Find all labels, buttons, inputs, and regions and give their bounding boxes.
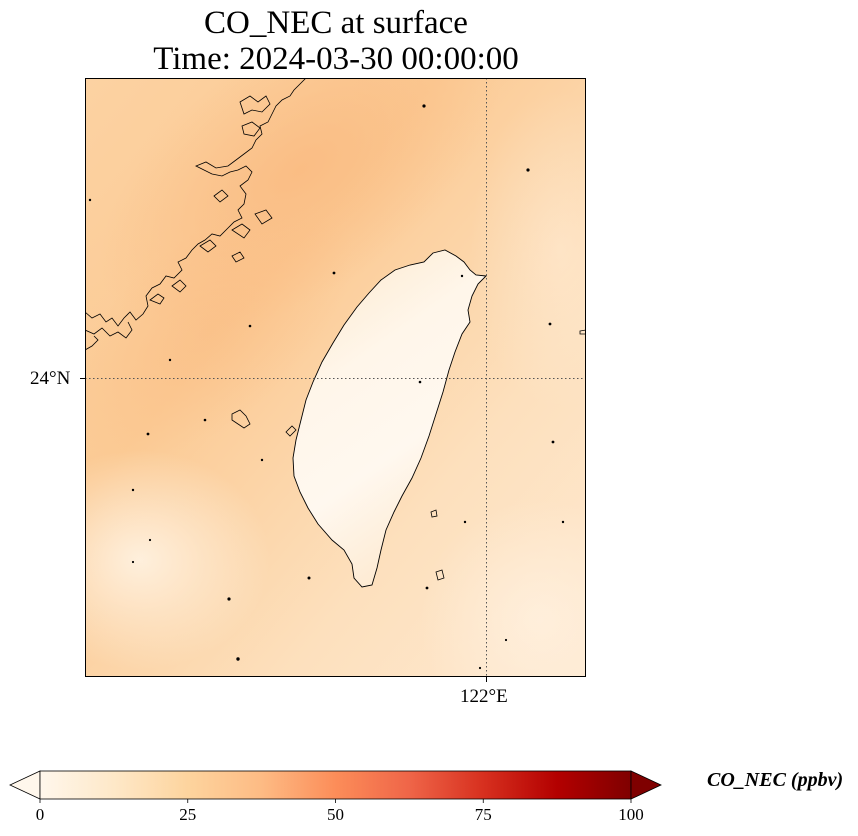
colorbar-tick-label: 75	[474, 805, 492, 824]
colorbar-label: CO_NEC (ppbv)	[707, 769, 844, 791]
mainland-coastline	[85, 78, 307, 327]
lat-axis-label: 24°N	[30, 368, 71, 389]
colorbar-tick-label: 50	[327, 805, 344, 824]
map-title: CO_NEC at surface	[204, 5, 468, 41]
colorbar-gradient	[39, 770, 632, 800]
map-frame	[85, 78, 586, 677]
colorbar-tick-label: 25	[179, 805, 197, 824]
lon-axis-label: 122°E	[460, 686, 508, 707]
colorbar-extend-min	[9, 770, 41, 800]
map-subtitle-time: Time: 2024-03-30 00:00:00	[153, 41, 519, 77]
colorbar-tick-label: 0	[35, 805, 45, 824]
penghu-islands	[231, 409, 251, 429]
concentration-field	[85, 78, 586, 677]
taiwan-island	[292, 249, 487, 588]
colorbar-tick-label: 100	[618, 805, 644, 824]
colorbar	[9, 770, 662, 803]
colorbar-extend-max	[630, 770, 662, 800]
